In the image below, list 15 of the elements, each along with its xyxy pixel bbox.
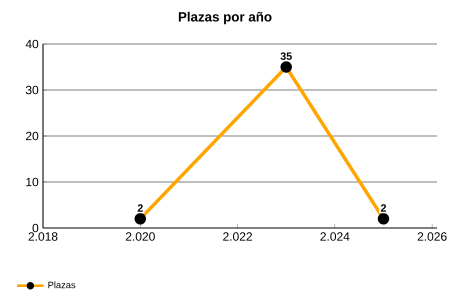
y-tick-label: 10 [26, 178, 38, 186]
x-tick-label: 2.024 [320, 232, 350, 241]
x-tick-label: 2.018 [28, 232, 58, 241]
legend-label: Plazas [48, 281, 76, 288]
x-tick-label: 2.026 [418, 232, 447, 241]
y-tick-label: 20 [26, 132, 38, 140]
data-label: 35 [280, 52, 292, 60]
y-tick-label: 30 [26, 86, 38, 94]
data-label: 2 [138, 204, 143, 212]
x-tick-label: 2.020 [126, 232, 155, 241]
chart-title: Plazas por año [178, 12, 272, 24]
y-tick-label: 40 [26, 40, 38, 48]
x-tick-label: 2.022 [223, 232, 252, 241]
y-tick-label: 0 [32, 224, 38, 232]
data-label: 2 [380, 204, 386, 212]
